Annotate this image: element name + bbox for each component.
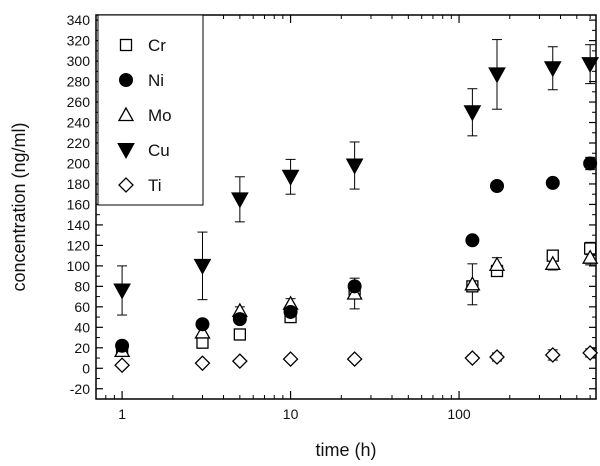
ni-point bbox=[232, 312, 247, 327]
ni-point bbox=[545, 175, 560, 190]
y-tick-label: 20 bbox=[74, 340, 90, 356]
cu-point bbox=[281, 169, 300, 186]
y-tick-label: 140 bbox=[67, 217, 91, 233]
mo-point bbox=[194, 324, 211, 339]
y-tick-label: 200 bbox=[67, 155, 91, 171]
legend-marker-cr bbox=[119, 38, 133, 52]
legend-items: Cr Ni Mo Cu Ti bbox=[117, 36, 172, 195]
legend-marker-ni bbox=[119, 73, 133, 87]
ticks-layer: -20 0 20 40 60 80 100 120 140 160 180 200 220 240 260 2… bbox=[67, 12, 596, 422]
legend-label-ti: Ti bbox=[148, 176, 162, 195]
ti-point bbox=[282, 351, 299, 367]
ti-point bbox=[464, 350, 481, 366]
y-tick-label: 260 bbox=[67, 94, 91, 110]
y-tick-label: 60 bbox=[74, 299, 90, 315]
legend-label-cr: Cr bbox=[148, 36, 166, 55]
x-tick-label: 100 bbox=[447, 406, 471, 422]
cu-point bbox=[488, 67, 506, 84]
x-tick-label: 10 bbox=[283, 406, 299, 422]
cu-point bbox=[543, 61, 562, 78]
mo-point bbox=[464, 275, 481, 291]
ni-point bbox=[465, 233, 480, 248]
y-tick-label: 280 bbox=[67, 74, 91, 90]
cu-point bbox=[113, 283, 131, 300]
mo-point bbox=[582, 249, 599, 264]
legend-marker-cu bbox=[117, 143, 135, 160]
ti-point bbox=[544, 347, 561, 363]
cu-point bbox=[345, 158, 364, 175]
ti-point bbox=[231, 353, 248, 370]
cr-point bbox=[196, 336, 209, 349]
ni-point bbox=[347, 279, 362, 294]
ti-point bbox=[582, 345, 599, 361]
ni-point bbox=[195, 317, 210, 332]
ti-point bbox=[114, 357, 131, 374]
mo-point bbox=[544, 255, 561, 270]
ti-point bbox=[194, 355, 211, 372]
legend: Cr Ni Mo Cu Ti bbox=[97, 14, 204, 206]
y-tick-label: 320 bbox=[67, 33, 91, 49]
ni-point bbox=[583, 156, 598, 171]
legend-label-ni: Ni bbox=[148, 71, 164, 90]
legend-box bbox=[97, 14, 204, 206]
y-tick-label: 220 bbox=[67, 135, 91, 151]
cu-point bbox=[463, 105, 482, 122]
y-tick-label: -20 bbox=[70, 381, 90, 397]
y-tick-label: 100 bbox=[67, 258, 91, 274]
legend-label-cu: Cu bbox=[148, 141, 170, 160]
y-tick-label: 0 bbox=[82, 360, 90, 376]
cu-point bbox=[231, 192, 249, 209]
ni-point bbox=[490, 179, 505, 194]
ti-point bbox=[346, 351, 363, 367]
y-tick-label: 160 bbox=[67, 196, 91, 212]
points-layer bbox=[113, 57, 599, 374]
x-axis-title: time (h) bbox=[315, 440, 376, 460]
plot-frame bbox=[95, 14, 597, 400]
y-tick-label: 80 bbox=[74, 278, 90, 294]
y-tick-label: 240 bbox=[67, 115, 91, 131]
cu-point bbox=[193, 258, 212, 275]
legend-marker-ti bbox=[118, 177, 134, 193]
legend-label-mo: Mo bbox=[148, 106, 172, 125]
mo-point bbox=[488, 256, 506, 272]
ti-point bbox=[489, 349, 505, 365]
cu-point bbox=[581, 57, 599, 74]
y-tick-label: 40 bbox=[74, 319, 90, 335]
y-tick-label: 300 bbox=[67, 53, 91, 69]
y-axis-title: concentration (ng/ml) bbox=[9, 122, 29, 291]
y-tick-label: 120 bbox=[67, 237, 91, 253]
ni-point bbox=[115, 338, 130, 353]
y-tick-label: 340 bbox=[67, 12, 91, 28]
legend-marker-mo bbox=[117, 106, 135, 122]
y-tick-label: 180 bbox=[67, 176, 91, 192]
ni-point bbox=[283, 304, 298, 319]
x-tick-label: 1 bbox=[118, 406, 126, 422]
cr-point bbox=[233, 328, 247, 341]
